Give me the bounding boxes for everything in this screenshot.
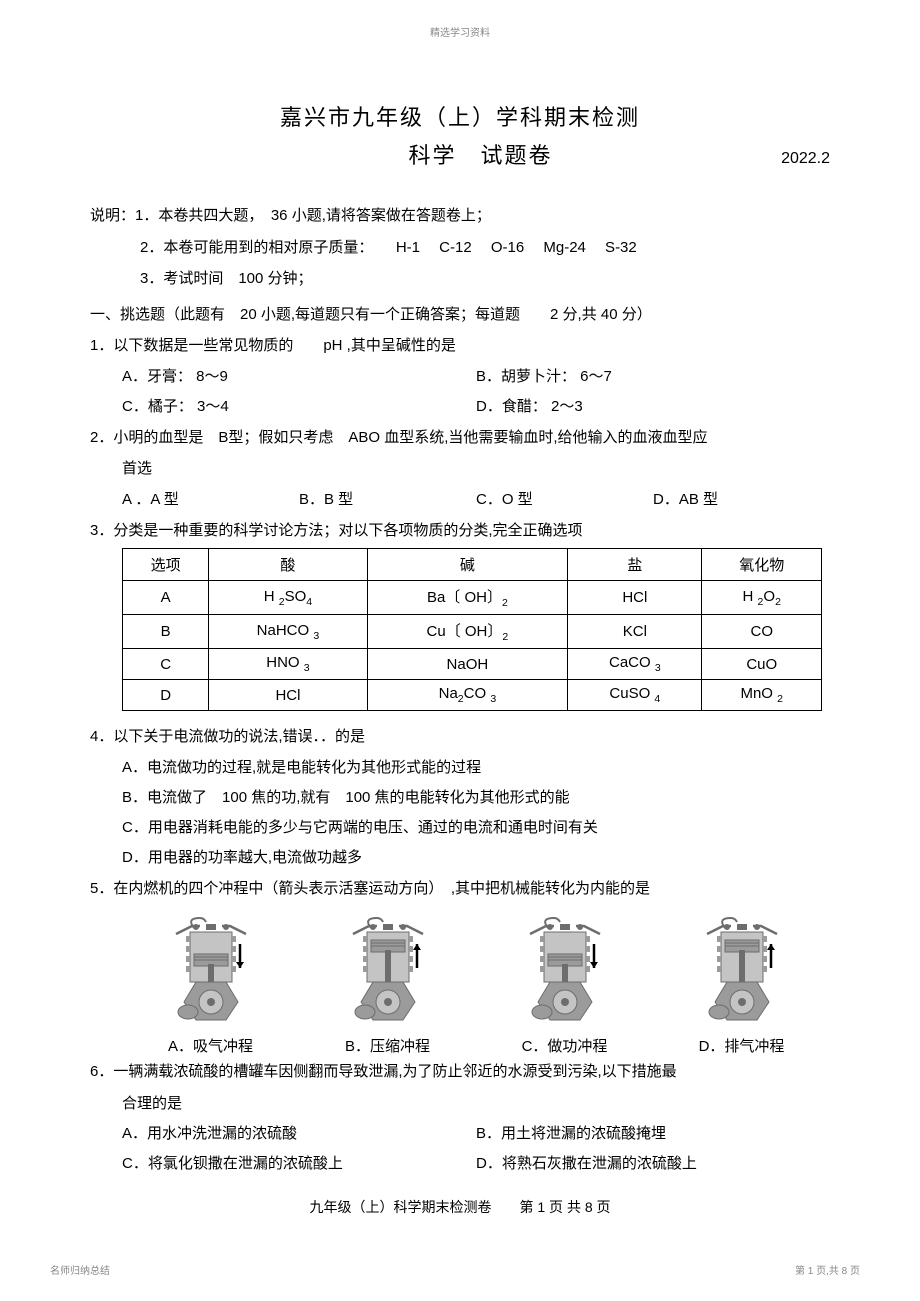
cell: H 2O2 [702,581,822,615]
th-4: 氧化物 [702,549,822,581]
q1-opt-c: C．橘子： 3～4 [122,392,476,422]
title-line2: 科学 试题卷 [90,138,781,170]
engine-icon [520,914,610,1024]
q3-table: 选项 酸 碱 盐 氧化物 A H 2SO4 Ba〔 OH〕2 HCl H 2O2… [122,548,822,711]
watermark-top: 精选学习资料 [430,24,490,39]
q1-stem: 1．以下数据是一些常见物质的 pH ,其中呈碱性的是 [90,330,830,362]
q4-opt-b: B．电流做了 100 焦的功,就有 100 焦的电能转化为其他形式的能 [122,783,830,813]
engine-c [476,914,653,1029]
table-row: B NaHCO 3 Cu〔 OH〕2 KCl CO [123,615,822,649]
bottom-right: 第 1 页,共 8 页 [795,1262,860,1277]
cell: NaHCO 3 [209,615,367,649]
q4-opts: A．电流做功的过程,就是电能转化为其他形式能的过程 B．电流做了 100 焦的功… [90,753,830,873]
cell: KCl [568,615,702,649]
th-3: 盐 [568,549,702,581]
q6-opt-b: B．用土将泄漏的浓硫酸掩埋 [476,1119,830,1149]
instructions: 说明：1．本卷共四大题， 36 小题,请将答案做在答题卷上； 2．本卷可能用到的… [90,200,830,295]
cell: HCl [568,581,702,615]
q6-opt-a: A．用水冲洗泄漏的浓硫酸 [122,1119,476,1149]
q2-opt-c: C．O 型 [476,485,653,515]
th-2: 碱 [367,549,568,581]
cell: Na2CO 3 [367,680,568,711]
title-row-2: 科学 试题卷 2022.2 [90,138,830,170]
q4-opt-a: A．电流做功的过程,就是电能转化为其他形式能的过程 [122,753,830,783]
cell: D [123,680,209,711]
engine-icon [166,914,256,1024]
q5-opt-c: C．做功冲程 [476,1035,653,1056]
table-row: A H 2SO4 Ba〔 OH〕2 HCl H 2O2 [123,581,822,615]
q6-opt-d: D．将熟石灰撒在泄漏的浓硫酸上 [476,1149,830,1179]
cell: CuSO 4 [568,680,702,711]
cell: CaCO 3 [568,649,702,680]
table-row: D HCl Na2CO 3 CuSO 4 MnO 2 [123,680,822,711]
instr-3: 3．考试时间 100 分钟； [90,263,830,295]
q6-stem: 6．一辆满载浓硫酸的槽罐车因侧翻而导致泄漏,为了防止邻近的水源受到污染,以下措施… [90,1056,830,1088]
title-line1: 嘉兴市九年级（上）学科期末检测 [90,100,830,132]
table-header-row: 选项 酸 碱 盐 氧化物 [123,549,822,581]
q5-opt-a: A．吸气冲程 [122,1035,299,1056]
q5-stem: 5．在内燃机的四个冲程中（箭头表示活塞运动方向） ,其中把机械能转化为内能的是 [90,873,830,905]
q2-opt-a: A ．A 型 [122,485,299,515]
cell: HCl [209,680,367,711]
q3-stem: 3．分类是一种重要的科学讨论方法；对以下各项物质的分类,完全正确选项 [90,515,830,547]
q1-opt-b: B．胡萝卜汁： 6～7 [476,362,830,392]
q4-stem: 4．以下关于电流做功的说法,错误．．的是 [90,721,830,753]
q5-opt-b: B．压缩冲程 [299,1035,476,1056]
q1-opts: A．牙膏： 8～9 B．胡萝卜汁： 6～7 [90,362,830,392]
q6-opts: A．用水冲洗泄漏的浓硫酸 B．用土将泄漏的浓硫酸掩埋 [90,1119,830,1149]
cell: MnO 2 [702,680,822,711]
q4-opt-d: D．用电器的功率越大,电流做功越多 [122,843,830,873]
q5-opt-d: D．排气冲程 [653,1035,830,1056]
engine-b [299,914,476,1029]
footer-page: 九年级（上）科学期末检测卷 第 1 页 共 8 页 [90,1197,830,1217]
cell: NaOH [367,649,568,680]
exam-date: 2022.2 [781,150,830,168]
th-0: 选项 [123,549,209,581]
engine-d [653,914,830,1029]
q1-opt-a: A．牙膏： 8～9 [122,362,476,392]
table-row: C HNO 3 NaOH CaCO 3 CuO [123,649,822,680]
instr-1: 说明：1．本卷共四大题， 36 小题,请将答案做在答题卷上； [90,200,830,232]
instr-2: 2．本卷可能用到的相对原子质量： H-1 C-12 O-16 Mg-24 S-3… [90,232,830,264]
cell: Ba〔 OH〕2 [367,581,568,615]
cell: Cu〔 OH〕2 [367,615,568,649]
engine-row [90,914,830,1029]
bottom-left: 名师归纳总结 [50,1262,110,1277]
q2-opt-d: D．AB 型 [653,485,830,515]
q2-opts: A ．A 型 B．B 型 C．O 型 D．AB 型 [90,485,830,515]
cell: HNO 3 [209,649,367,680]
cell: C [123,649,209,680]
cell: H 2SO4 [209,581,367,615]
cell: A [123,581,209,615]
engine-icon [343,914,433,1024]
q6-stem2: 合理的是 [90,1088,830,1120]
cell: B [123,615,209,649]
q2-opt-b: B．B 型 [299,485,476,515]
q6-opts-2: C．将氯化钡撒在泄漏的浓硫酸上 D．将熟石灰撒在泄漏的浓硫酸上 [90,1149,830,1179]
q1-opt-d: D．食醋： 2～3 [476,392,830,422]
q2-stem: 2．小明的血型是 B型；假如只考虑 ABO 血型系统,当他需要输血时,给他输入的… [90,422,830,454]
cell: CO [702,615,822,649]
th-1: 酸 [209,549,367,581]
q1-opts-2: C．橘子： 3～4 D．食醋： 2～3 [90,392,830,422]
q5-opts: A．吸气冲程 B．压缩冲程 C．做功冲程 D．排气冲程 [90,1035,830,1056]
q2-stem2: 首选 [90,453,830,485]
engine-icon [697,914,787,1024]
section-a: 一、挑选题（此题有 20 小题,每道题只有一个正确答案；每道题 2 分,共 40… [90,299,830,331]
engine-a [122,914,299,1029]
q6-opt-c: C．将氯化钡撒在泄漏的浓硫酸上 [122,1149,476,1179]
cell: CuO [702,649,822,680]
q4-opt-c: C．用电器消耗电能的多少与它两端的电压、通过的电流和通电时间有关 [122,813,830,843]
